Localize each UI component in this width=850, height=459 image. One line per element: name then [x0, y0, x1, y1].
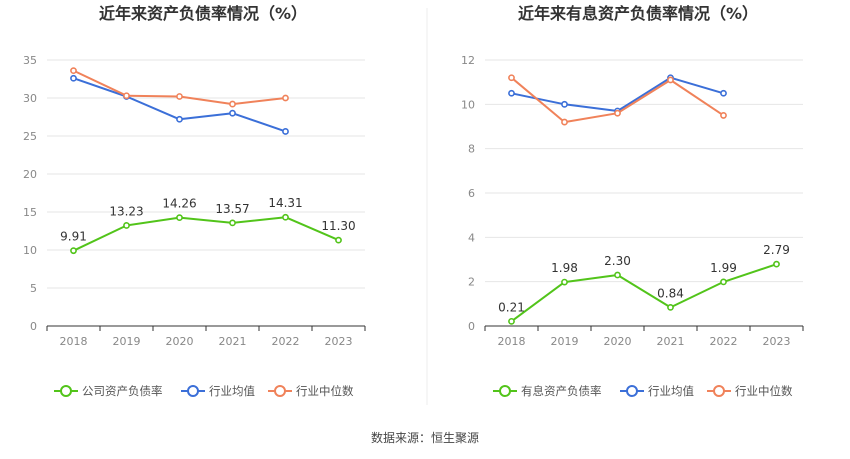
x-tick-label: 2022 [710, 335, 738, 348]
y-tick-label: 12 [461, 54, 475, 67]
data-label: 13.23 [109, 204, 143, 218]
data-label: 0.21 [498, 300, 525, 314]
x-tick-label: 2018 [60, 335, 88, 348]
y-tick-label: 10 [461, 98, 475, 111]
data-label: 13.57 [215, 202, 249, 216]
data-point [720, 112, 727, 119]
y-tick-label: 0 [30, 320, 37, 333]
y-tick-label: 10 [23, 244, 37, 257]
company-series-line [73, 216, 339, 252]
legend-company: 公司资产负债率 [54, 384, 163, 398]
data-point [667, 76, 674, 84]
data-point [70, 74, 77, 82]
legend-marker [626, 385, 638, 397]
y-tick-label: 4 [468, 231, 475, 244]
data-label: 14.26 [162, 197, 196, 211]
data-point [773, 260, 780, 268]
data-point [123, 92, 130, 100]
legend-industry-mean: 行业均值 [620, 384, 694, 398]
data-label: 14.31 [268, 196, 302, 210]
industry-median-series [508, 74, 727, 126]
data-label: 9.91 [60, 230, 87, 244]
data-point [229, 100, 236, 108]
y-tick-label: 30 [23, 92, 37, 105]
x-tick-label: 2022 [272, 335, 300, 348]
y-tick-label: 25 [23, 130, 37, 143]
company-series: 0.21 1.98 2.30 0.84 1.99 2.79 [498, 243, 790, 325]
company-series-line [510, 263, 777, 323]
interest-bearing-debt-ratio-chart: 近年来有息资产负债率情况（%） 0 2 4 6 8 10 12 2018 2019 2020 2021… [461, 4, 804, 398]
data-point [614, 109, 621, 117]
x-tick-label: 2019 [551, 335, 579, 348]
y-tick-label: 0 [468, 320, 475, 333]
y-tick-label: 35 [23, 54, 37, 67]
legend-label: 有息资产负债率 [521, 384, 602, 398]
legend-industry-median: 行业中位数 [268, 384, 354, 398]
data-point [176, 93, 183, 100]
data-point [70, 247, 77, 255]
legend-marker [274, 385, 286, 397]
y-tick-label: 6 [468, 187, 475, 200]
legend-marker [499, 385, 511, 397]
legend-marker [187, 385, 199, 397]
data-point [561, 100, 568, 108]
data-point [282, 213, 289, 221]
x-tick-label: 2019 [113, 335, 141, 348]
y-tick-label: 15 [23, 206, 37, 219]
legend-industry-median: 行业中位数 [707, 384, 793, 398]
data-point [282, 94, 289, 102]
legend-label: 公司资产负债率 [82, 384, 163, 398]
data-point [176, 214, 183, 222]
data-point [335, 236, 342, 244]
data-point [282, 128, 289, 135]
data-point [614, 271, 621, 279]
data-point [70, 67, 77, 75]
data-source-note: 数据来源：恒生聚源 [371, 430, 479, 445]
industry-median-series [70, 67, 289, 108]
data-point [229, 109, 236, 117]
data-point [508, 89, 515, 97]
data-point [229, 219, 236, 227]
data-label: 1.98 [551, 261, 578, 275]
data-point [720, 89, 727, 97]
legend-industry-mean: 行业均值 [181, 384, 255, 398]
legend-label: 行业中位数 [735, 384, 793, 398]
data-point [561, 118, 568, 126]
x-tick-label: 2023 [763, 335, 791, 348]
x-tick-label: 2018 [498, 335, 526, 348]
data-point [561, 278, 568, 286]
y-tick-label: 5 [30, 282, 37, 295]
data-label: 1.99 [710, 261, 737, 275]
data-point [667, 303, 674, 311]
y-tick-label: 20 [23, 168, 37, 181]
data-label: 2.79 [763, 243, 790, 257]
company-series: 9.91 13.23 14.26 13.57 14.31 11.30 [60, 196, 356, 255]
x-tick-label: 2023 [325, 335, 353, 348]
x-tick-label: 2021 [219, 335, 247, 348]
data-point [508, 74, 515, 82]
legend-marker [713, 385, 725, 397]
x-tick-label: 2020 [604, 335, 632, 348]
legend-marker [60, 385, 72, 397]
legend-company: 有息资产负债率 [493, 384, 602, 398]
legend-label: 行业均值 [648, 384, 694, 398]
chart-title: 近年来资产负债率情况（%） [99, 4, 307, 23]
data-point [176, 115, 183, 123]
data-point [123, 222, 130, 229]
y-tick-label: 8 [468, 143, 475, 156]
data-point [508, 317, 515, 325]
debt-ratio-chart: 近年来资产负债率情况（%） 0 5 10 15 20 25 30 35 2018 2019 2020 2… [23, 4, 366, 398]
y-tick-label: 2 [468, 276, 475, 289]
data-label: 2.30 [604, 254, 631, 268]
x-tick-label: 2020 [166, 335, 194, 348]
data-label: 11.30 [321, 219, 355, 233]
data-label: 0.84 [657, 286, 684, 300]
legend-label: 行业中位数 [296, 384, 354, 398]
x-tick-label: 2021 [657, 335, 685, 348]
data-point [720, 278, 727, 286]
legend-label: 行业均值 [209, 384, 255, 398]
chart-title: 近年来有息资产负债率情况（%） [518, 4, 758, 23]
